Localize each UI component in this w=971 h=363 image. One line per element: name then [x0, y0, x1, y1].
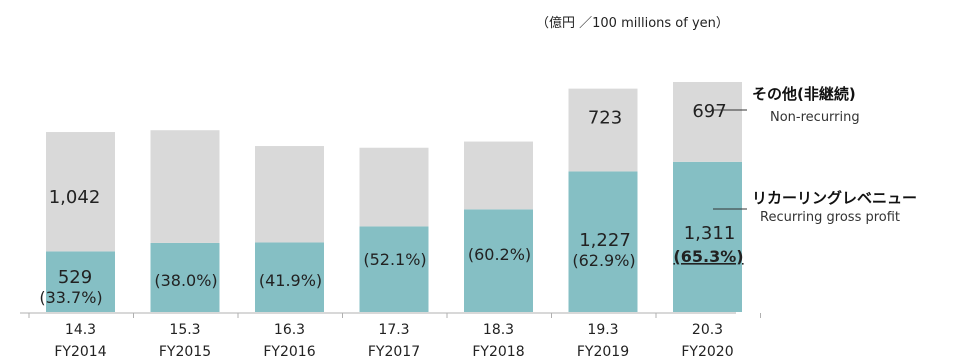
legend-label-nonrecurring: その他(非継続): [752, 85, 856, 103]
bar-recurring-20.3: [673, 161, 742, 312]
bar-nonrecurring-19.3: [568, 88, 638, 172]
x-tick-label: 18.3: [483, 322, 514, 338]
x-tick-label: 17.3: [378, 322, 409, 338]
bar-recurring-17.3: [359, 226, 429, 312]
x-tick-label: 15.3: [169, 322, 200, 338]
bar-recurring-16.3: [255, 242, 324, 312]
unit-note: （億円 ／100 millions of yen）: [536, 16, 729, 31]
share-label: (52.1%): [363, 250, 426, 269]
bar-recurring-15.3: [150, 242, 220, 312]
x-tick-sublabel: FY2020: [681, 344, 733, 360]
value-label-nonrecurring: 1,042: [49, 187, 101, 208]
share-label: (38.0%): [154, 271, 217, 290]
share-label: (41.9%): [259, 271, 322, 290]
x-tick-label: 14.3: [65, 322, 96, 338]
legend-label-recurring: リカーリングレベニュー: [752, 189, 917, 207]
value-label-nonrecurring: 697: [692, 101, 726, 122]
x-tick-sublabel: FY2017: [368, 344, 420, 360]
x-tick-sublabel: FY2019: [577, 344, 629, 360]
bar-nonrecurring-17.3: [359, 147, 429, 227]
share-label: (62.9%): [572, 251, 635, 270]
bar-recurring-14.3: [46, 251, 115, 312]
bar-nonrecurring-18.3: [464, 141, 533, 210]
bar-nonrecurring-20.3: [673, 81, 742, 162]
x-tick-sublabel: FY2018: [472, 344, 524, 360]
legend-label-nonrecurring-en: Non-recurring: [770, 110, 860, 125]
x-tick-label: 20.3: [692, 322, 723, 338]
legend-label-recurring-en: Recurring gross profit: [760, 210, 900, 225]
x-tick-sublabel: FY2015: [159, 344, 211, 360]
value-label-recurring: 1,227: [579, 230, 631, 251]
x-tick-label: 16.3: [274, 322, 305, 338]
share-label: (60.2%): [468, 245, 531, 264]
value-label-recurring: 1,311: [684, 223, 736, 244]
x-tick-label: 19.3: [587, 322, 618, 338]
bar-recurring-19.3: [568, 171, 638, 312]
value-label-recurring: 529: [58, 267, 92, 288]
x-tick-sublabel: FY2016: [263, 344, 315, 360]
share-label: (65.3%): [673, 247, 743, 266]
bar-nonrecurring-15.3: [150, 130, 220, 243]
bar-nonrecurring-14.3: [46, 132, 115, 252]
bar-nonrecurring-16.3: [255, 146, 324, 243]
share-label: (33.7%): [39, 288, 102, 307]
bar-recurring-18.3: [464, 209, 533, 312]
x-tick-sublabel: FY2014: [54, 344, 106, 360]
value-label-nonrecurring: 723: [588, 108, 622, 129]
